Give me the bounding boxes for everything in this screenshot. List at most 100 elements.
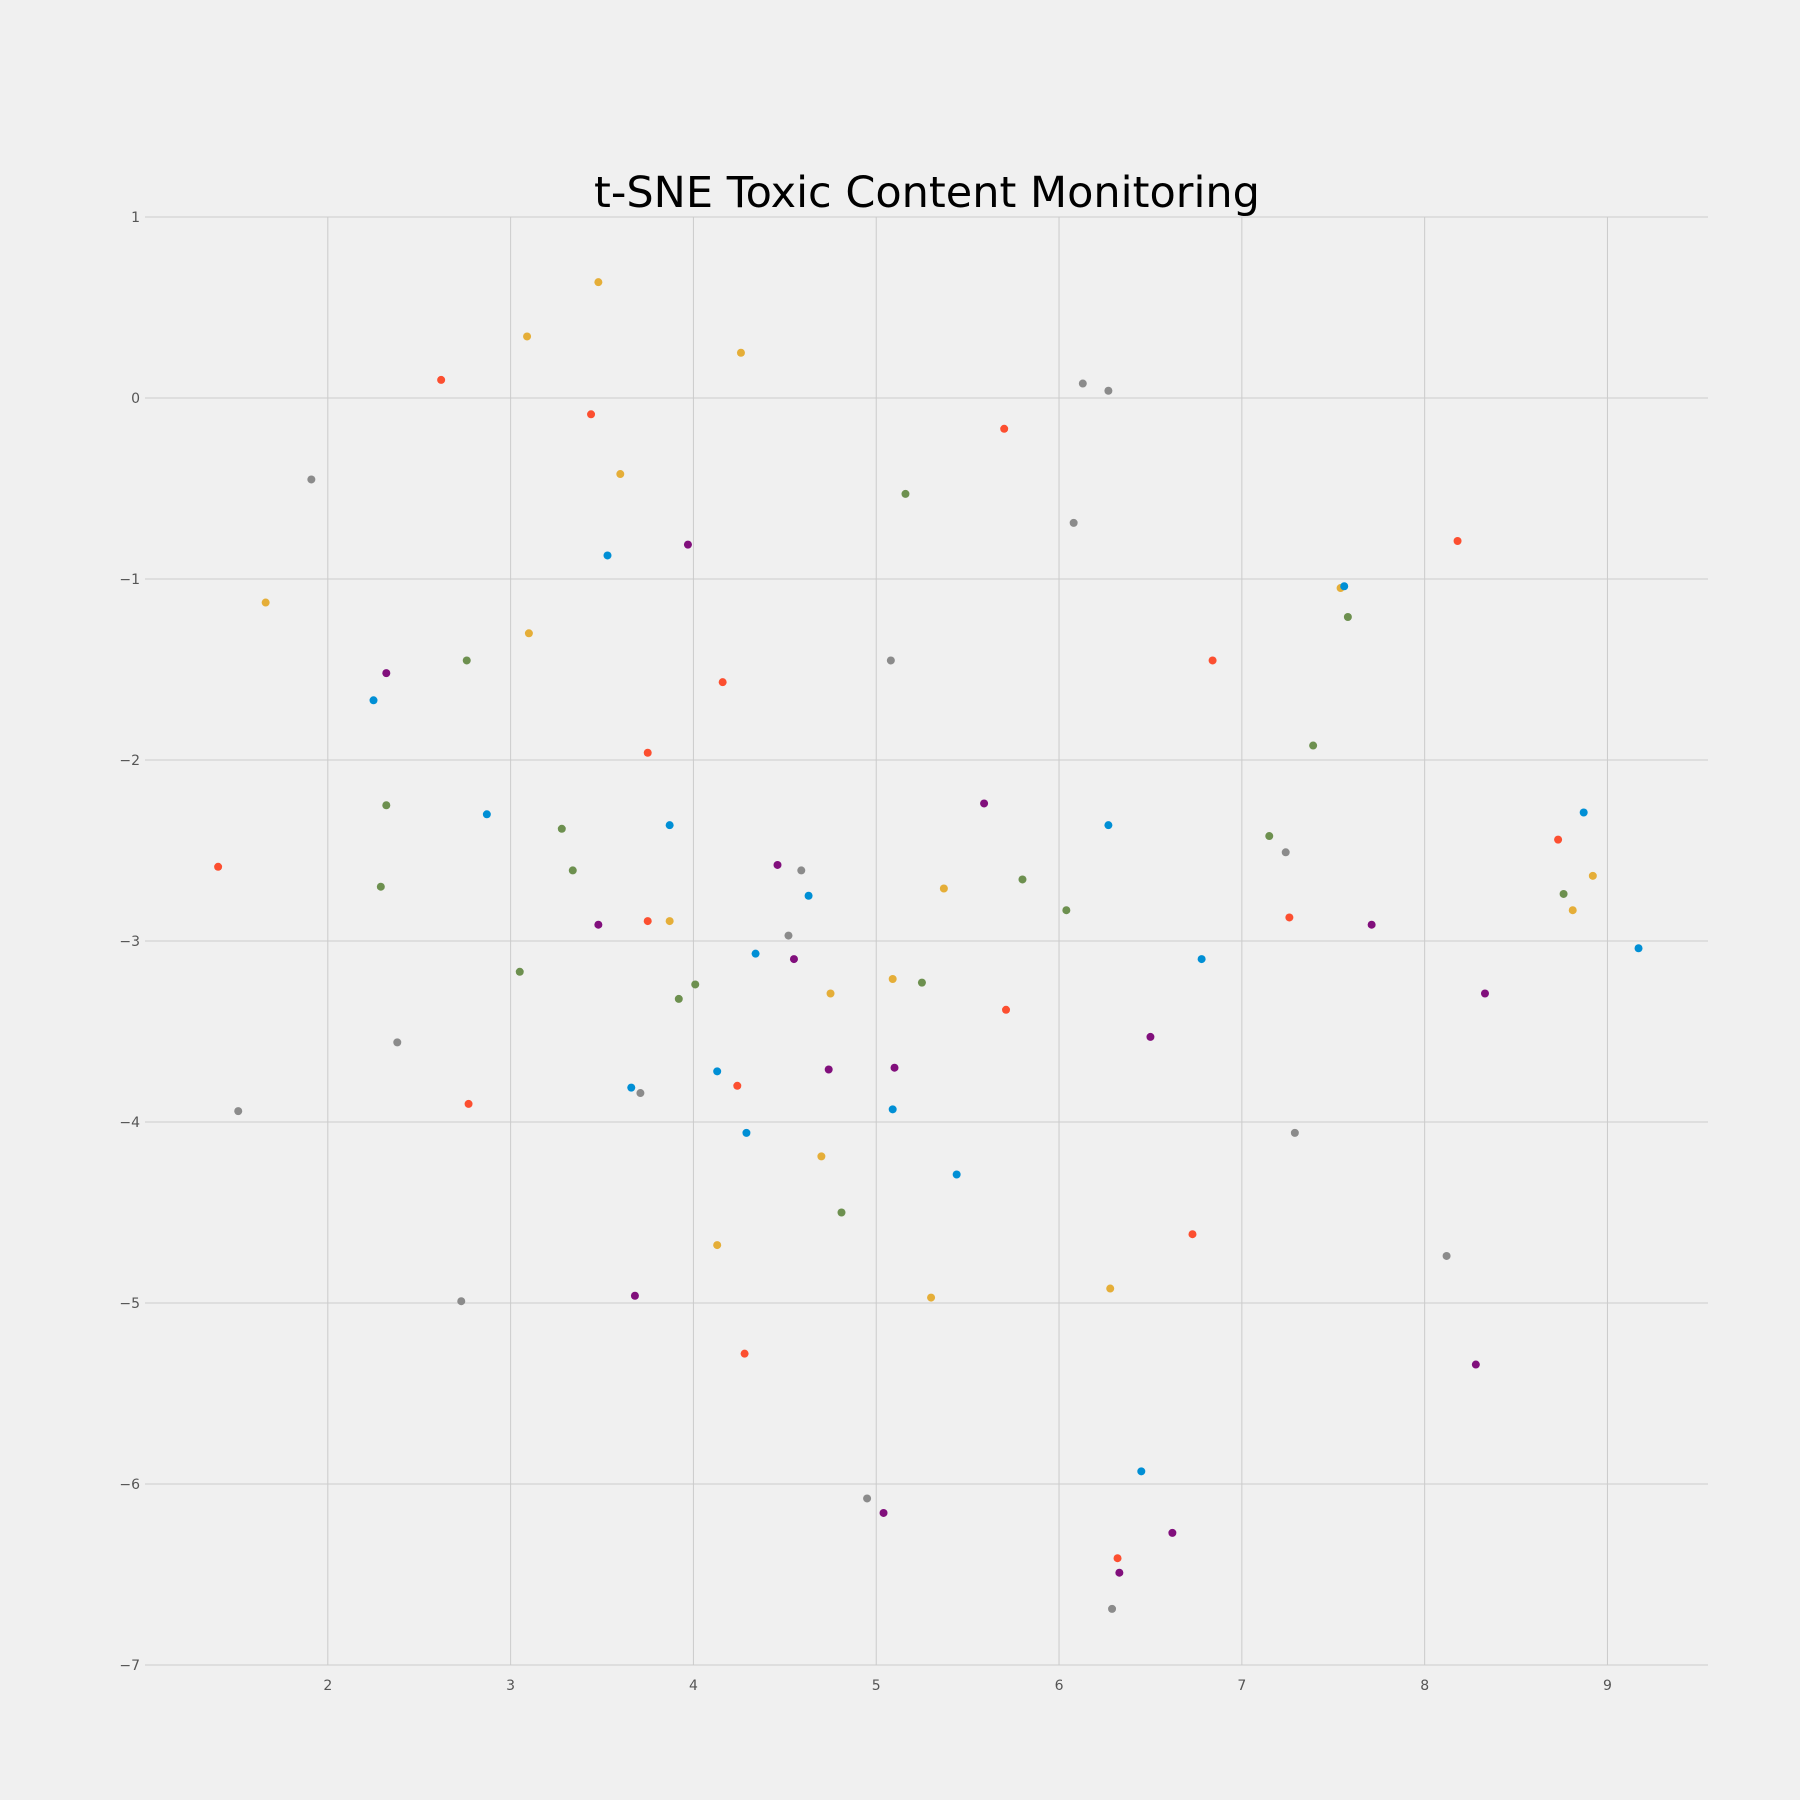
data-point-series-5 [1168,1528,1177,1537]
chart-title: t-SNE Toxic Content Monitoring [594,168,1260,218]
data-point-series-3 [1018,875,1027,884]
data-point-series-3 [462,656,471,665]
data-point-series-3 [382,801,391,810]
data-point-series-1 [927,1293,936,1302]
data-point-series-5 [980,799,989,808]
data-points [214,278,1643,1613]
data-point-series-4 [1104,821,1113,830]
data-point-series-1 [713,1241,722,1250]
x-tick-label: 9 [1603,1678,1612,1694]
data-point-series-0 [1002,1005,1011,1014]
data-point-series-1 [665,917,674,926]
data-point-series-2 [863,1494,872,1503]
data-point-series-0 [1554,835,1563,844]
data-point-series-4 [603,551,612,560]
data-point-series-1 [524,629,533,638]
data-point-series-4 [952,1170,961,1179]
y-tick-label: −5 [119,1296,140,1312]
data-point-series-4 [1137,1467,1146,1476]
y-tick-label: −2 [119,753,140,769]
data-point-series-1 [736,348,745,357]
data-point-series-2 [1281,848,1290,857]
data-point-series-5 [1367,920,1376,929]
data-point-series-1 [1588,871,1597,880]
data-point-series-4 [1197,955,1206,964]
data-point-series-5 [1480,989,1489,998]
data-point-series-2 [1108,1604,1117,1613]
x-tick-label: 5 [872,1678,881,1694]
data-point-series-5 [630,1291,639,1300]
data-point-series-5 [683,540,692,549]
data-point-series-0 [214,862,223,871]
data-point-series-3 [376,882,385,891]
x-tick-label: 4 [689,1678,698,1694]
data-point-series-5 [890,1063,899,1072]
data-point-series-5 [824,1065,833,1074]
data-point-series-1 [1568,906,1577,915]
data-point-series-4 [665,821,674,830]
data-point-series-5 [594,920,603,929]
data-point-series-4 [1579,808,1588,817]
data-point-series-4 [742,1128,751,1137]
y-tick-label: −7 [119,1658,140,1674]
x-tick-label: 3 [506,1678,515,1694]
x-tick-label: 7 [1237,1678,1246,1694]
data-point-series-0 [587,410,596,419]
y-tick-label: −3 [119,934,140,950]
data-point-series-0 [1453,536,1462,545]
data-point-series-0 [464,1099,473,1108]
data-point-series-5 [789,955,798,964]
data-point-series-3 [515,967,524,976]
x-tick-label: 2 [323,1678,332,1694]
y-tick-label: −6 [119,1477,140,1493]
grid [145,216,1708,1666]
data-point-series-3 [557,824,566,833]
data-point-series-3 [691,980,700,989]
data-point-series-1 [523,332,532,341]
data-point-series-5 [773,860,782,869]
data-point-series-2 [307,475,316,484]
data-point-series-4 [482,810,491,819]
data-point-series-0 [733,1081,742,1090]
data-point-series-2 [1290,1128,1299,1137]
data-point-series-3 [901,489,910,498]
data-point-series-2 [1442,1251,1451,1260]
y-tick-label: −4 [119,1115,140,1131]
data-point-series-0 [1113,1554,1122,1563]
x-tick-label: 8 [1420,1678,1429,1694]
data-point-series-3 [568,866,577,875]
y-tick-label: 0 [131,391,140,407]
data-point-series-0 [643,917,652,926]
data-point-series-4 [804,891,813,900]
data-point-series-5 [879,1508,888,1517]
data-point-series-2 [457,1297,466,1306]
data-point-series-5 [382,669,391,678]
data-point-series-2 [393,1038,402,1047]
data-point-series-0 [437,375,446,384]
data-point-series-3 [674,994,683,1003]
data-point-series-0 [740,1349,749,1358]
data-point-series-3 [837,1208,846,1217]
data-point-series-4 [713,1067,722,1076]
data-point-series-1 [594,278,603,287]
data-point-series-5 [1146,1032,1155,1041]
data-point-series-2 [636,1089,645,1098]
data-point-series-2 [797,866,806,875]
data-point-series-4 [627,1083,636,1092]
data-point-series-2 [1104,386,1113,395]
y-tick-label: 1 [131,210,140,226]
data-point-series-1 [826,989,835,998]
data-point-series-1 [888,975,897,984]
data-point-series-4 [1634,944,1643,953]
data-point-series-0 [718,678,727,687]
data-point-series-2 [234,1107,243,1116]
data-point-series-3 [1343,613,1352,622]
data-point-series-1 [939,884,948,893]
data-point-series-2 [784,931,793,940]
x-tick-label: 6 [1055,1678,1064,1694]
data-point-series-3 [1062,906,1071,915]
data-point-series-4 [751,949,760,958]
data-point-series-1 [817,1152,826,1161]
